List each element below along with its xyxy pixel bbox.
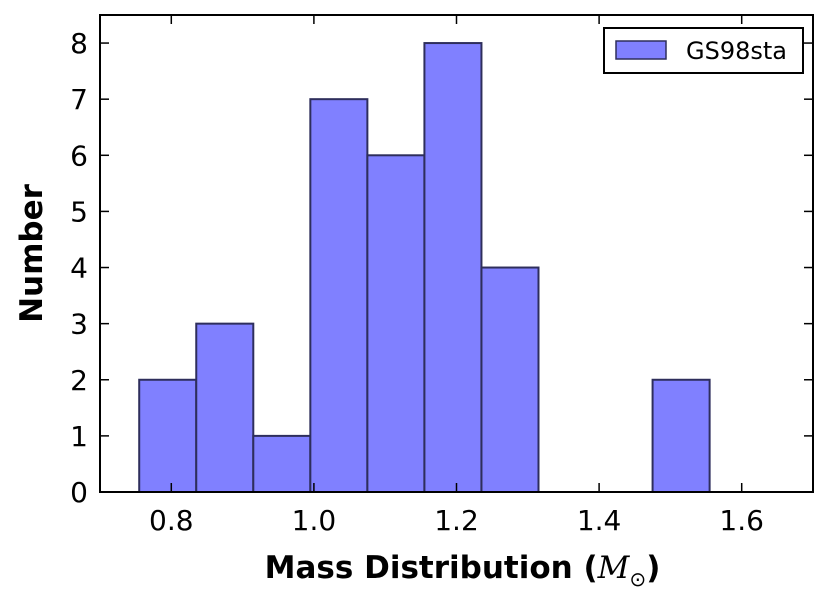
x-axis-title: Mass Distribution (M⊙) bbox=[265, 550, 661, 591]
x-tick-label: 1.0 bbox=[292, 504, 337, 537]
legend-label: GS98sta bbox=[686, 37, 787, 65]
bars-group bbox=[138, 42, 711, 493]
y-tick-label: 8 bbox=[70, 27, 88, 60]
x-axis-title-suffix: ) bbox=[646, 550, 660, 586]
y-tick-label: 4 bbox=[70, 252, 88, 285]
histogram-bar bbox=[480, 266, 540, 493]
x-axis-title-subscript: ⊙ bbox=[629, 567, 646, 591]
x-axis-title-prefix: Mass Distribution ( bbox=[265, 550, 598, 586]
x-tick-label: 0.8 bbox=[149, 504, 194, 537]
y-axis-title: Number bbox=[14, 183, 50, 323]
histogram-bar bbox=[309, 98, 369, 493]
y-tick-label: 3 bbox=[70, 308, 88, 341]
x-axis-ticks: 0.8 1.0 1.2 1.4 1.6 bbox=[149, 15, 764, 537]
x-axis-title-symbol: M bbox=[597, 550, 631, 586]
x-tick-label: 1.4 bbox=[577, 504, 622, 537]
y-tick-label: 2 bbox=[70, 364, 88, 397]
histogram-bar bbox=[423, 42, 483, 493]
histogram-bar bbox=[651, 378, 711, 493]
x-tick-label: 1.6 bbox=[719, 504, 764, 537]
y-tick-label: 0 bbox=[70, 476, 88, 509]
y-tick-label: 7 bbox=[70, 83, 88, 116]
y-tick-label: 1 bbox=[70, 420, 88, 453]
histogram-bar bbox=[252, 434, 312, 493]
histogram-bar bbox=[195, 322, 255, 493]
y-tick-label: 6 bbox=[70, 139, 88, 172]
histogram-bar bbox=[366, 154, 426, 493]
x-tick-label: 1.2 bbox=[434, 504, 479, 537]
legend-swatch bbox=[615, 40, 667, 60]
y-axis-ticks: 0 1 2 3 4 5 6 7 8 bbox=[70, 27, 813, 509]
legend: GS98sta bbox=[603, 27, 804, 74]
y-tick-label: 5 bbox=[70, 195, 88, 228]
histogram-bar bbox=[138, 378, 198, 493]
